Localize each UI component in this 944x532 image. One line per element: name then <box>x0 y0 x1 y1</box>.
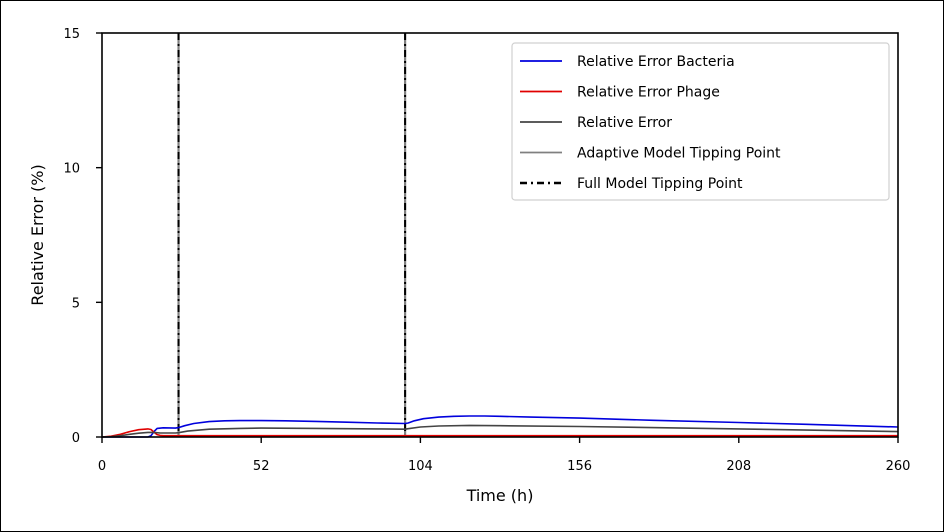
y-axis-ticks: 0 5 10 15 <box>63 27 102 446</box>
legend-label-full-model-tipping-point: Full Model Tipping Point <box>577 176 743 192</box>
y-tick-label: 0 <box>72 431 80 446</box>
legend-label-relative-error-bacteria: Relative Error Bacteria <box>577 54 735 70</box>
tipping-point-lines <box>177 33 407 437</box>
legend-box <box>511 42 890 201</box>
x-axis-label: Time (h) <box>466 486 534 505</box>
plot-area-frame <box>101 32 899 438</box>
x-tick-label: 52 <box>253 459 270 474</box>
y-tick-label: 10 <box>63 162 80 177</box>
y-tick-label: 15 <box>63 27 80 42</box>
legend-label-adaptive-model-tipping-point: Adaptive Model Tipping Point <box>577 146 781 162</box>
chart-legend: Relative Error Bacteria Relative Error Ph… <box>511 42 890 201</box>
relative-error-bacteria-series <box>102 415 899 438</box>
y-axis-label: Relative Error (%) <box>28 164 47 305</box>
relative-error-phage-series <box>101 428 898 438</box>
x-tick-label: 260 <box>886 459 911 474</box>
x-axis-ticks: 0 52 104 156 208 260 <box>98 437 911 474</box>
x-tick-label: 156 <box>567 459 592 474</box>
x-tick-label: 104 <box>408 459 433 474</box>
x-tick-label: 208 <box>726 459 751 474</box>
y-tick-label: 5 <box>72 296 80 311</box>
legend-label-relative-error-phage: Relative Error Phage <box>577 85 720 101</box>
relative-error-series <box>101 424 899 438</box>
series-lines <box>101 415 899 438</box>
x-tick-label: 0 <box>98 459 106 474</box>
legend-label-relative-error: Relative Error <box>577 115 672 131</box>
